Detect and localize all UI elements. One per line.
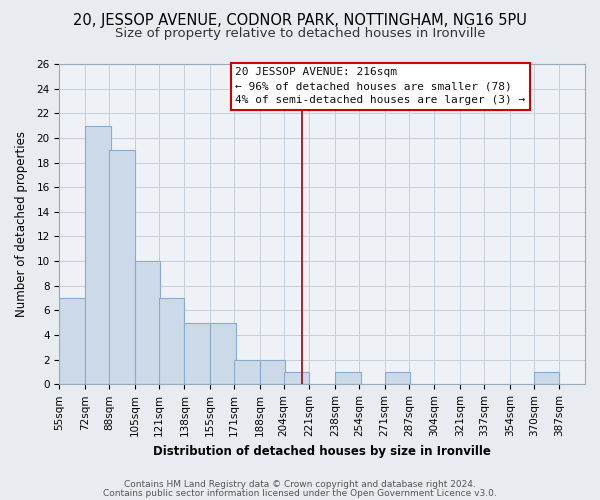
Bar (134, 261, 160, 384)
Bar (59, 298, 85, 384)
Bar (159, 298, 184, 384)
Bar (234, 360, 260, 384)
Y-axis label: Number of detached properties: Number of detached properties (15, 131, 28, 317)
Text: 20 JESSOP AVENUE: 216sqm
← 96% of detached houses are smaller (78)
4% of semi-de: 20 JESSOP AVENUE: 216sqm ← 96% of detach… (235, 67, 526, 105)
Bar (534, 372, 559, 384)
X-axis label: Distribution of detached houses by size in Ironville: Distribution of detached houses by size … (153, 444, 491, 458)
Bar (385, 372, 410, 384)
Bar (284, 372, 310, 384)
Text: Contains HM Land Registry data © Crown copyright and database right 2024.: Contains HM Land Registry data © Crown c… (124, 480, 476, 489)
Bar (184, 322, 210, 384)
Bar (335, 372, 361, 384)
Text: Size of property relative to detached houses in Ironville: Size of property relative to detached ho… (115, 28, 485, 40)
Bar (109, 150, 134, 384)
Bar (260, 360, 285, 384)
Bar (210, 322, 236, 384)
Text: 20, JESSOP AVENUE, CODNOR PARK, NOTTINGHAM, NG16 5PU: 20, JESSOP AVENUE, CODNOR PARK, NOTTINGH… (73, 12, 527, 28)
Bar (85, 126, 110, 384)
Text: Contains public sector information licensed under the Open Government Licence v3: Contains public sector information licen… (103, 488, 497, 498)
